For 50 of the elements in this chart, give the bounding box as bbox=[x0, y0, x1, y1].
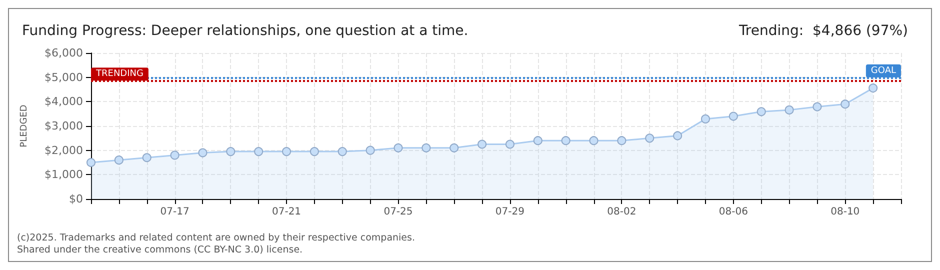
y-tick-label: $4,000 bbox=[44, 95, 83, 108]
point bbox=[561, 136, 570, 146]
point bbox=[840, 100, 850, 109]
point bbox=[812, 102, 822, 112]
text: Shared under the creative commons (CC BY-NC 3.0) license. bbox=[17, 244, 303, 256]
point bbox=[728, 112, 738, 121]
point bbox=[170, 150, 180, 160]
point bbox=[756, 107, 766, 116]
y-tick-label: $1,000 bbox=[44, 168, 83, 182]
ref-line-label: TRENDING bbox=[95, 69, 144, 80]
point bbox=[478, 140, 487, 149]
y-tick-label: $0 bbox=[69, 192, 83, 206]
point bbox=[645, 134, 654, 143]
chart-subtitle: Trending: $4,866 (97%) bbox=[738, 23, 908, 39]
text: (c)2025. Trademarks and related content are owned by their respective companies. bbox=[17, 232, 415, 244]
x-tick-label: 07-21 bbox=[272, 206, 302, 218]
point bbox=[700, 114, 710, 124]
point bbox=[533, 136, 542, 146]
point bbox=[226, 147, 236, 156]
x-tick-label: 08-02 bbox=[607, 206, 636, 218]
point bbox=[450, 143, 459, 152]
point bbox=[394, 143, 403, 152]
point bbox=[366, 146, 375, 155]
chart-title: Funding Progress: Deeper relationships, one question at a time. bbox=[22, 23, 468, 39]
x-tick-label: 07-29 bbox=[495, 206, 524, 218]
x-tick-label: 07-17 bbox=[160, 206, 190, 218]
point bbox=[198, 148, 208, 158]
y-tick-label: $2,000 bbox=[44, 144, 83, 157]
point bbox=[422, 143, 431, 152]
point bbox=[784, 105, 794, 114]
point bbox=[282, 147, 292, 156]
point bbox=[338, 147, 347, 156]
y-tick-label: $5,000 bbox=[44, 70, 83, 84]
x-tick-label: 07-25 bbox=[384, 206, 413, 218]
y-tick-label: $6,000 bbox=[44, 46, 83, 60]
x-tick-label: 08-10 bbox=[830, 206, 860, 218]
y-axis-title: PLEDGED bbox=[20, 104, 30, 148]
y-tick-label: $3,000 bbox=[44, 120, 83, 132]
point bbox=[868, 84, 878, 93]
ref-line-label: GOAL bbox=[870, 66, 896, 76]
point bbox=[673, 131, 682, 140]
point bbox=[310, 147, 319, 156]
point bbox=[505, 140, 514, 149]
point bbox=[86, 158, 96, 167]
point bbox=[114, 156, 124, 165]
point bbox=[254, 147, 264, 156]
point bbox=[142, 153, 152, 162]
x-tick-label: 08-06 bbox=[718, 206, 748, 218]
point bbox=[617, 136, 626, 146]
point bbox=[589, 136, 598, 146]
